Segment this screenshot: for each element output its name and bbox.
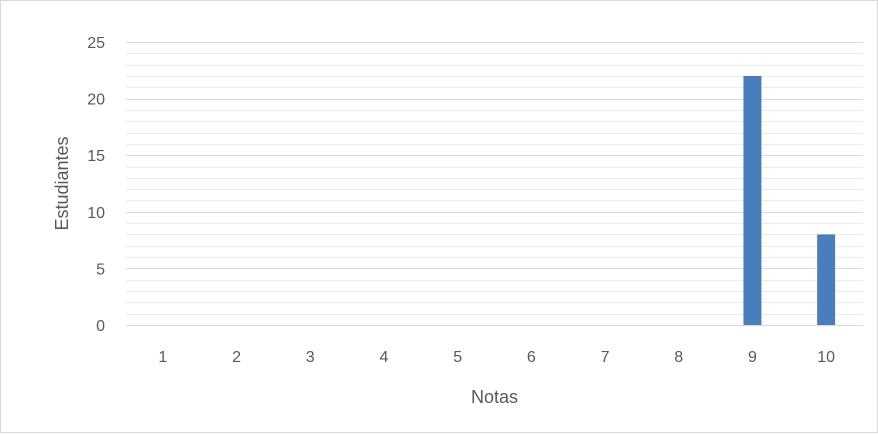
x-tick-label: 7 — [601, 349, 610, 366]
y-tick-label: 10 — [87, 205, 105, 222]
x-tick-label: 5 — [453, 349, 462, 366]
x-tick-label: 2 — [232, 349, 241, 366]
x-tick-label: 3 — [306, 349, 315, 366]
y-tick-label: 25 — [87, 35, 105, 52]
y-tick-label: 0 — [96, 318, 105, 335]
y-tick-label: 15 — [87, 148, 105, 165]
bars — [743, 75, 836, 326]
x-tick-label: 6 — [527, 349, 536, 366]
x-axis-title: Notas — [471, 387, 518, 407]
bar-9 — [743, 75, 762, 326]
y-tick-label: 20 — [87, 92, 105, 109]
x-tick-label: 4 — [379, 349, 388, 366]
x-tick-label: 9 — [748, 349, 757, 366]
y-axis-title: Estudiantes — [52, 136, 72, 230]
y-axis-ticks: 0 5 10 15 20 25 — [87, 35, 105, 335]
grid-lines — [126, 42, 863, 315]
bar-10 — [817, 234, 836, 325]
x-axis-ticks: 1 2 3 4 5 6 7 8 9 10 — [158, 349, 835, 366]
x-tick-label: 10 — [817, 349, 835, 366]
y-tick-label: 5 — [96, 261, 105, 278]
x-tick-label: 1 — [158, 349, 167, 366]
x-tick-label: 8 — [674, 349, 683, 366]
